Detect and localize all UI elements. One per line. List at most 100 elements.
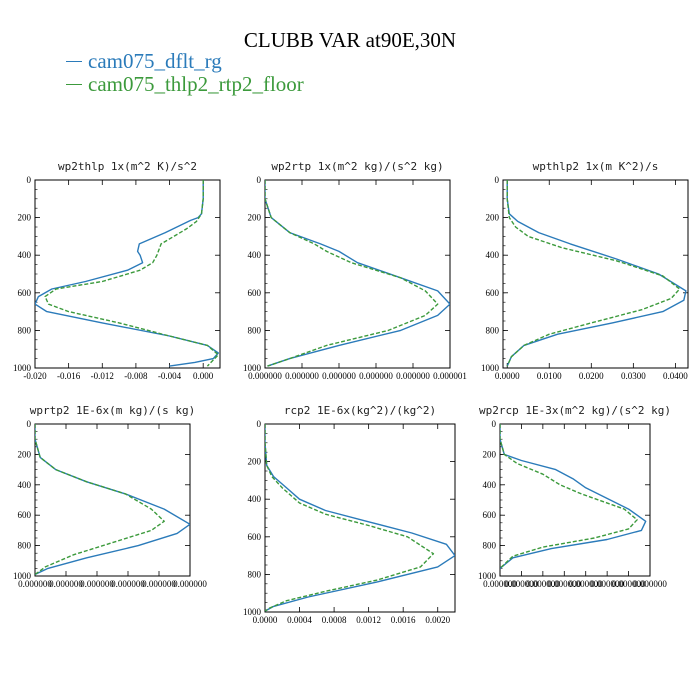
panel-3: wpthlp2 1x(m K^2)/s 0 200 400 600 800 10000.00… (481, 160, 689, 381)
x-tick-label: 0.000000 (590, 579, 624, 589)
y-tick-label: 1000 (481, 363, 500, 373)
panel-title: wp2thlp 1x(m^2 K)/s^2 (58, 160, 197, 173)
panel-2: wp2rtp 1x(m^2 kg)/(s^2 kg) 0 200 400 600 800 1… (243, 160, 467, 381)
y-tick-label: 400 (483, 480, 497, 490)
y-tick-label: 200 (248, 457, 262, 467)
x-tick-label: 0.0200 (579, 371, 604, 381)
x-tick-label: -0.020 (23, 371, 47, 381)
figure-title: CLUBB VAR at90E,30N (243, 28, 457, 52)
y-tick-label: 800 (483, 541, 497, 551)
x-tick-label: 0.0300 (621, 371, 646, 381)
y-tick-label: 800 (18, 541, 32, 551)
y-tick-label: 0 (27, 175, 32, 185)
legend: cam075_dflt_rg cam075_thlp2_rtp2_floor (66, 49, 304, 96)
series-line-dflt-rg (506, 180, 687, 367)
y-tick-label: 200 (483, 449, 497, 459)
x-tick-label: 0.000000 (80, 579, 114, 589)
panel-title: wp2rtp 1x(m^2 kg)/(s^2 kg) (271, 160, 443, 173)
x-tick-label: 0.000000 (248, 371, 282, 381)
x-tick-label: -0.016 (57, 371, 81, 381)
x-tick-label: 0.000000 (285, 371, 319, 381)
x-tick-label: 0.000000 (173, 579, 207, 589)
legend-swatch (66, 84, 82, 85)
x-tick-label: 0.000000 (322, 371, 356, 381)
y-tick-label: 800 (486, 325, 500, 335)
panel-title: rcp2 1E-6x(kg^2)/(kg^2) (284, 404, 436, 417)
panel-6: wp2rcp 1E-3x(m^2 kg)/(s^2 kg) 0 200 400 600 8… (478, 404, 671, 589)
x-tick-label: 0.0100 (537, 371, 562, 381)
x-tick-label: 0.000000 (633, 579, 667, 589)
y-tick-label: 400 (18, 480, 32, 490)
series-line-thlp2-rtp2-floor (500, 424, 638, 569)
plot-frame (264, 423, 456, 613)
x-tick-label: 0.000000 (49, 579, 83, 589)
plot-frame (34, 423, 191, 577)
x-tick-label: -0.004 (158, 371, 182, 381)
x-tick-label: 0.000000 (142, 579, 176, 589)
x-tick-label: 0.000000 (505, 579, 539, 589)
x-tick-label: 0.0000 (253, 615, 278, 625)
panel-title: wprtp2 1E-6x(m kg)/(s kg) (30, 404, 196, 417)
x-tick-label: 0.000000 (111, 579, 145, 589)
y-tick-label: 0 (492, 419, 497, 429)
legend-label: cam075_dflt_rg (88, 49, 222, 73)
series-line-thlp2-rtp2-floor (265, 180, 439, 367)
x-tick-label: 0.0020 (425, 615, 450, 625)
series-line-dflt-rg (265, 424, 455, 612)
x-tick-label: -0.012 (91, 371, 114, 381)
y-tick-label: 400 (18, 250, 32, 260)
x-tick-label: 0.000000 (569, 579, 603, 589)
panel-4: wprtp2 1E-6x(m kg)/(s kg) 0 200 400 600 800 10… (13, 404, 207, 589)
panel-title: wp2rcp 1E-3x(m^2 kg)/(s^2 kg) (479, 404, 671, 417)
x-tick-label: 0.0012 (356, 615, 381, 625)
series-line-dflt-rg (265, 180, 450, 367)
legend-entry: cam075_thlp2_rtp2_floor (66, 72, 304, 96)
x-tick-label: 0.0400 (663, 371, 688, 381)
x-tick-label: -0.008 (124, 371, 148, 381)
y-tick-label: 0 (495, 175, 500, 185)
series-line-thlp2-rtp2-floor (506, 180, 681, 367)
x-tick-label: 0.000000 (359, 371, 393, 381)
legend-entry: cam075_dflt_rg (66, 49, 304, 73)
x-tick-label: 0.0004 (287, 615, 312, 625)
y-tick-label: 0 (257, 419, 262, 429)
x-tick-label: 0.0008 (322, 615, 347, 625)
y-tick-label: 1000 (243, 363, 262, 373)
series-line-dflt-rg (35, 424, 190, 576)
x-tick-label: 0.000001 (433, 371, 467, 381)
x-tick-label: 0.000000 (483, 579, 517, 589)
series-line-thlp2-rtp2-floor (265, 424, 435, 612)
y-tick-label: 600 (486, 288, 500, 298)
x-tick-label: 0.0016 (391, 615, 416, 625)
y-tick-label: 600 (18, 510, 32, 520)
x-tick-label: 0.000000 (396, 371, 430, 381)
y-tick-label: 600 (18, 288, 32, 298)
x-tick-label: 0.000000 (547, 579, 581, 589)
y-tick-label: 400 (486, 250, 500, 260)
y-tick-label: 800 (248, 325, 262, 335)
series-line-thlp2-rtp2-floor (44, 180, 220, 367)
legend-label: cam075_thlp2_rtp2_floor (88, 72, 304, 96)
y-tick-label: 600 (248, 532, 262, 542)
y-tick-label: 200 (486, 213, 500, 223)
x-tick-label: 0.000 (193, 371, 214, 381)
legend-swatch (66, 61, 82, 62)
y-tick-label: 400 (248, 250, 262, 260)
y-tick-label: 0 (257, 175, 262, 185)
panel-5: rcp2 1E-6x(kg^2)/(kg^2) 0 200 400 600 800 1000… (243, 404, 456, 625)
y-tick-label: 200 (248, 213, 262, 223)
x-tick-label: 0.0000 (495, 371, 520, 381)
series-line-thlp2-rtp2-floor (35, 424, 165, 576)
y-tick-label: 200 (18, 449, 32, 459)
y-tick-label: 1000 (243, 607, 262, 617)
panel-1: wp2thlp 1x(m^2 K)/s^202004006008001000-0… (13, 160, 221, 381)
plot-frame (502, 179, 689, 369)
y-tick-label: 800 (18, 325, 32, 335)
y-tick-label: 1000 (478, 571, 497, 581)
y-tick-label: 1000 (13, 571, 32, 581)
y-tick-label: 600 (248, 288, 262, 298)
y-tick-label: 0 (27, 419, 32, 429)
x-tick-label: 0.000000 (612, 579, 646, 589)
y-tick-label: 400 (248, 494, 262, 504)
series-line-dflt-rg (500, 424, 647, 569)
